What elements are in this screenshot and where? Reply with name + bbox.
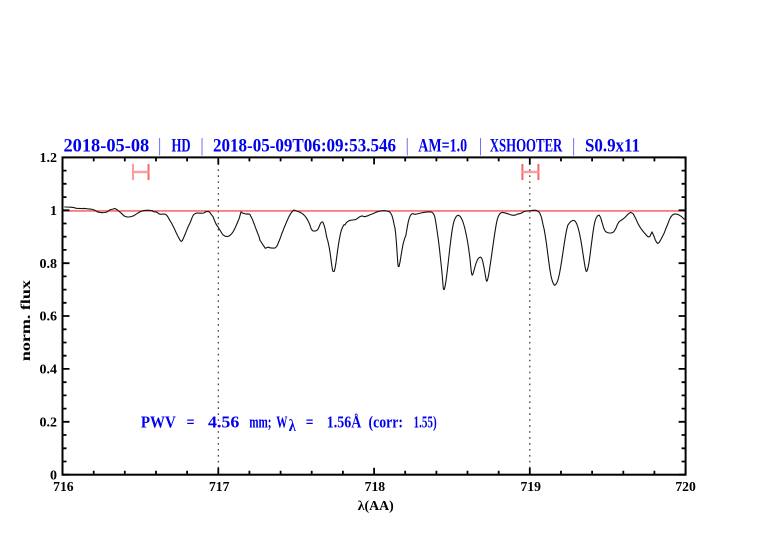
svg-text:0: 0 [50,468,57,483]
svg-text:716: 716 [53,480,74,495]
svg-text:717: 717 [209,480,230,495]
svg-text:1.56Å: 1.56Å [327,413,362,432]
svg-text:|: | [573,136,575,157]
svg-text:|: | [159,136,161,157]
svg-text:718: 718 [365,480,386,495]
svg-text:norm. flux: norm. flux [19,280,34,361]
svg-text:|: | [480,136,482,157]
svg-text:1: 1 [50,204,57,219]
svg-text:0.4: 0.4 [40,363,58,378]
svg-text:720: 720 [675,480,696,495]
svg-text:=: = [187,413,195,432]
svg-text:mm;: mm; [249,413,271,432]
svg-text:λ(AA): λ(AA) [358,499,394,514]
svg-text:HD: HD [172,136,191,157]
svg-text:|: | [406,136,408,157]
svg-text:λ: λ [289,416,297,435]
svg-text:AM=1.0: AM=1.0 [418,136,467,157]
svg-text:PWV: PWV [141,413,177,432]
svg-text:=: = [306,413,314,432]
svg-text:1.55): 1.55) [414,413,437,432]
svg-text:0.8: 0.8 [40,257,58,272]
svg-text:1.2: 1.2 [40,151,58,166]
svg-text:|: | [201,136,203,157]
svg-text:4.56: 4.56 [208,413,239,432]
svg-text:2018-05-08: 2018-05-08 [64,136,150,157]
svg-text:(corr:: (corr: [369,413,404,432]
svg-text:719: 719 [520,480,541,495]
svg-text:S0.9x11: S0.9x11 [585,136,640,157]
svg-text:0.2: 0.2 [40,415,58,430]
svg-text:XSHOOTER: XSHOOTER [490,136,563,157]
svg-text:2018-05-09T06:09:53.546: 2018-05-09T06:09:53.546 [213,136,396,157]
svg-text:W: W [276,413,287,432]
svg-text:0.6: 0.6 [40,310,58,325]
